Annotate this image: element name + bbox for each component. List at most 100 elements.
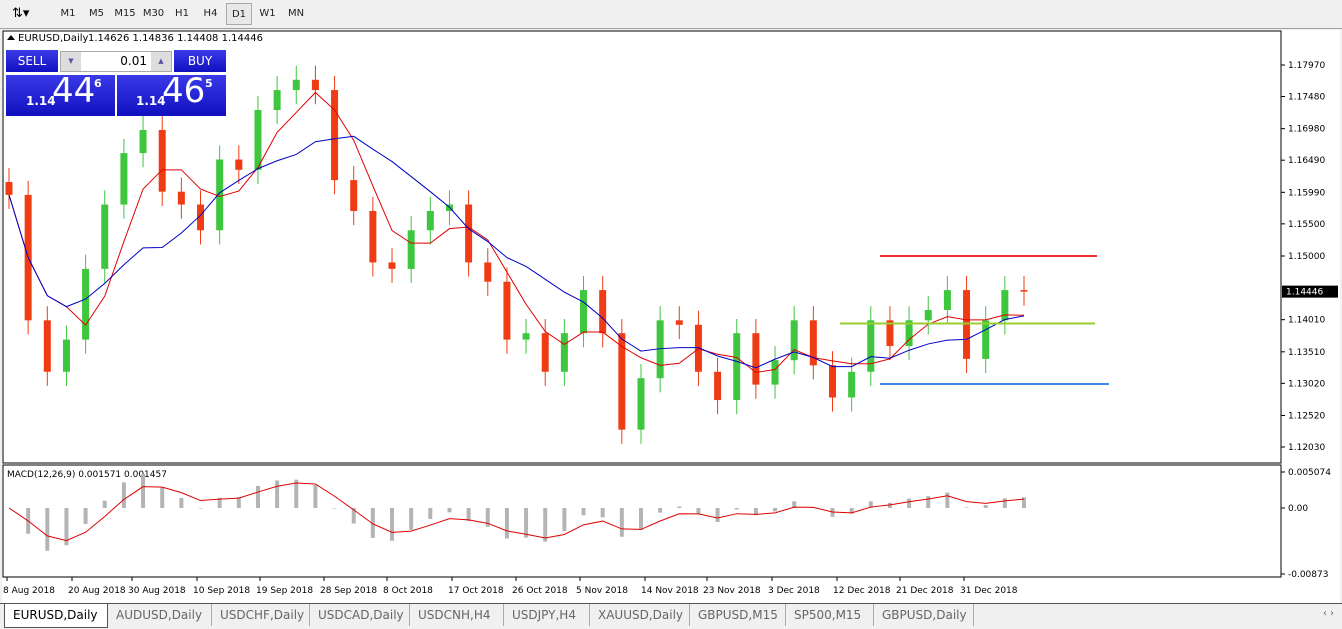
candle-body: [1001, 290, 1009, 321]
macd-label: MACD(12,26,9) 0.001571 0.001457: [7, 470, 167, 480]
timeframe-h4[interactable]: H4: [203, 8, 218, 19]
macd-histogram-bar: [504, 508, 509, 539]
macd-histogram-bar: [907, 498, 912, 508]
timeframe-w1[interactable]: W1: [259, 8, 276, 19]
chart-canvas[interactable]: 1.17970 1.17480 1.16980 1.16490 1.15990 1.155…: [2, 30, 1340, 610]
macd-histogram-bar: [466, 508, 471, 522]
macd-histogram-bar: [370, 508, 375, 538]
lot-down-icon[interactable]: ▼: [61, 52, 81, 71]
candle-body: [82, 268, 90, 340]
price-pane-border: [2, 30, 1282, 464]
price-tick-label: 1.13020: [1288, 379, 1325, 389]
buy-button[interactable]: BUY: [174, 50, 226, 72]
candle-body: [771, 360, 779, 385]
candle-body: [618, 333, 626, 430]
chart-tab[interactable]: GBPUSD,Daily: [874, 604, 974, 626]
macd-histogram-bar: [313, 485, 318, 508]
candle-body: [733, 333, 741, 401]
candle-body: [292, 79, 300, 91]
chart-tab[interactable]: GBPUSD,M15: [690, 604, 786, 626]
date-label: 5 Nov 2018: [576, 586, 628, 596]
candle-body: [158, 129, 166, 192]
chart-tools-icon[interactable]: ⇅▾: [12, 6, 30, 21]
candle-body: [599, 290, 607, 334]
lot-stepper[interactable]: ▼ 0.01 ▲: [60, 51, 172, 72]
buy-price[interactable]: 1.14 46 5: [117, 71, 226, 116]
macd-histogram-bar: [753, 508, 758, 516]
timeframe-mn[interactable]: MN: [287, 8, 305, 19]
candle-body: [407, 230, 415, 269]
timeframe-m5[interactable]: M5: [89, 8, 104, 19]
candle-body: [943, 290, 951, 311]
macd-histogram-bar: [734, 508, 739, 510]
macd-histogram-bar: [619, 508, 624, 537]
price-tick-label: 1.13510: [1288, 348, 1325, 358]
date-label: 10 Sep 2018: [193, 586, 250, 596]
macd-histogram-bar: [236, 497, 241, 508]
candle-body: [101, 204, 109, 269]
sell-price-prefix: 1.14: [26, 94, 56, 108]
candle-body: [675, 320, 683, 325]
date-label: 3 Dec 2018: [768, 586, 820, 596]
chart-tab[interactable]: USDCHF,Daily: [212, 604, 310, 626]
macd-histogram-bar: [677, 506, 682, 508]
buy-price-prefix: 1.14: [136, 94, 166, 108]
price-tick-label: 1.15000: [1288, 252, 1325, 262]
candle-body: [790, 320, 798, 361]
sell-price[interactable]: 1.14 44 6: [6, 71, 115, 116]
timeframe-d1[interactable]: D1: [226, 3, 252, 25]
date-label: 23 Nov 2018: [703, 586, 761, 596]
chart-tab[interactable]: AUDUSD,Daily: [108, 604, 212, 626]
chart-tab[interactable]: USDJPY,H4: [504, 604, 590, 626]
timeframe-m30[interactable]: M30: [142, 8, 165, 19]
macd-histogram-bar: [581, 508, 586, 516]
candle-body: [828, 365, 836, 398]
candle-body: [388, 262, 396, 269]
date-label: 21 Dec 2018: [896, 586, 954, 596]
macd-histogram-bar: [543, 508, 548, 542]
candle-body: [503, 281, 511, 340]
macd-histogram-bar: [409, 508, 414, 530]
chart-tab[interactable]: USDCNH,H4: [410, 604, 504, 626]
timeframe-toolbar: ⇅▾ M1 M5 M15 M30 H1 H4 D1 W1 MN: [0, 0, 1342, 29]
date-label: 17 Oct 2018: [448, 586, 504, 596]
macd-histogram-bar: [255, 485, 260, 508]
buy-price-big: 46: [162, 71, 206, 111]
date-label: 28 Sep 2018: [320, 586, 377, 596]
macd-histogram-bar: [773, 508, 778, 512]
candle-body: [656, 320, 664, 379]
candle-body: [216, 159, 224, 231]
chart-tab[interactable]: USDCAD,Daily: [310, 604, 410, 626]
candle-body: [5, 182, 13, 195]
macd-histogram-bar: [658, 508, 663, 513]
macd-histogram-bar: [926, 496, 931, 508]
date-label: 31 Dec 2018: [960, 586, 1018, 596]
price-tick-label: 1.17970: [1288, 61, 1325, 71]
chart-tab[interactable]: EURUSD,Daily: [4, 604, 108, 628]
price-tick-label: 1.12030: [1288, 443, 1325, 453]
date-label: 26 Oct 2018: [512, 586, 568, 596]
macd-pane-border: [2, 464, 1282, 578]
date-label: 20 Aug 2018: [68, 586, 126, 596]
timeframe-m15[interactable]: M15: [114, 8, 136, 19]
macd-histogram-bar: [696, 508, 701, 515]
candle-body: [905, 320, 913, 347]
macd-histogram-bar: [294, 479, 299, 508]
date-label: 30 Aug 2018: [128, 586, 186, 596]
candle-body: [714, 371, 722, 401]
lot-up-icon[interactable]: ▲: [151, 52, 171, 71]
tabs-scroll-icon[interactable]: ‹ ›: [1322, 608, 1334, 619]
timeframe-h1[interactable]: H1: [175, 8, 189, 19]
timeframe-m1[interactable]: M1: [60, 8, 76, 19]
chart-tab[interactable]: SP500,M15: [786, 604, 874, 626]
chart-symbol-label: EURUSD,Daily: [18, 33, 89, 44]
candle-body: [809, 320, 817, 366]
macd-histogram-bar: [160, 487, 165, 508]
chart-tab[interactable]: XAUUSD,Daily: [590, 604, 690, 626]
macd-histogram-bar: [1022, 497, 1026, 508]
sell-button[interactable]: SELL: [6, 50, 58, 72]
candle-body: [560, 333, 568, 372]
price-tick-label: 1.12520: [1288, 411, 1325, 421]
chart-window[interactable]: 1.17970 1.17480 1.16980 1.16490 1.15990 1.155…: [2, 30, 1340, 603]
lot-value[interactable]: 0.01: [120, 54, 147, 68]
